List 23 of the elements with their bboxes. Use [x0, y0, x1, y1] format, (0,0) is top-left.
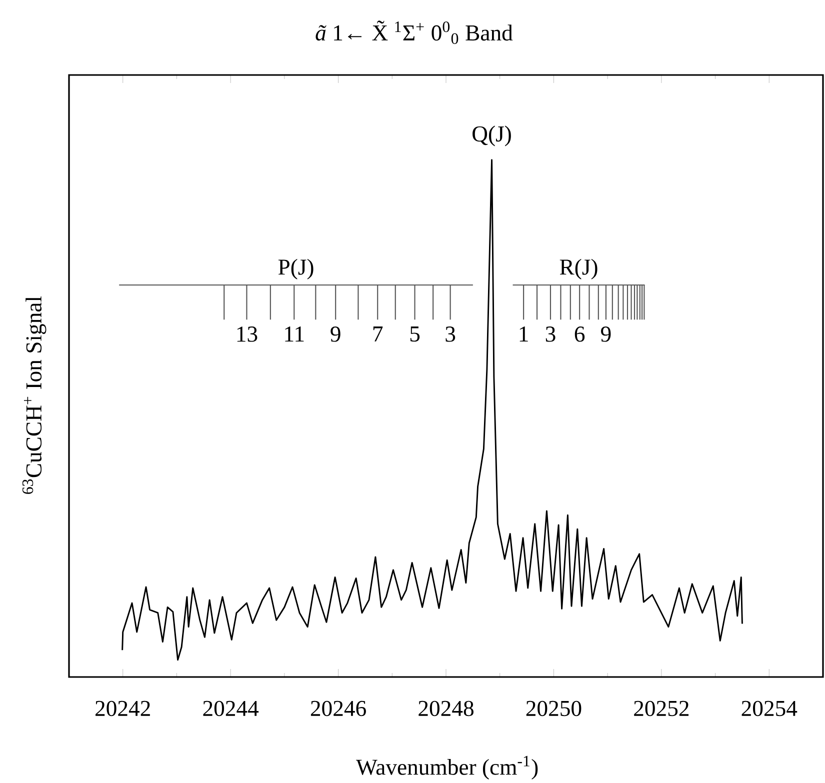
chart-title: ã 1← X̃ $^{1}$Σ$^{+}$ 0$^{0}$$_{0}$ Band [316, 20, 513, 44]
x-tick-label: 20254 [742, 700, 798, 716]
annotation: 1 [520, 326, 528, 342]
x-tick-label: 20246 [310, 700, 366, 716]
x-axis-title: Wavenumber (cm$^{-1}$) [356, 756, 538, 780]
annotation: 3 [446, 326, 456, 342]
y-axis-title: $^{63}$CuCCH$^{+}$ Ion Signal [22, 296, 46, 494]
series-label: Q(J) [472, 126, 511, 146]
annotation: 6 [574, 326, 585, 342]
x-tick-label: 20252 [634, 700, 689, 716]
x-tick-label: 20244 [203, 700, 259, 716]
annotation: 9 [330, 326, 340, 342]
x-tick-label: 20248 [418, 700, 474, 716]
annotation: 7 [373, 326, 383, 342]
x-tick-label: 20250 [526, 700, 582, 716]
annotation: 5 [410, 326, 420, 342]
series-label: R(J) [560, 258, 598, 280]
annotation: 9 [601, 326, 611, 342]
series-label: P(J) [278, 258, 314, 280]
x-tick-label: 20242 [96, 700, 150, 716]
annotation: 3 [546, 326, 556, 342]
annotation: 11 [285, 326, 304, 342]
annotation: 13 [237, 326, 258, 342]
